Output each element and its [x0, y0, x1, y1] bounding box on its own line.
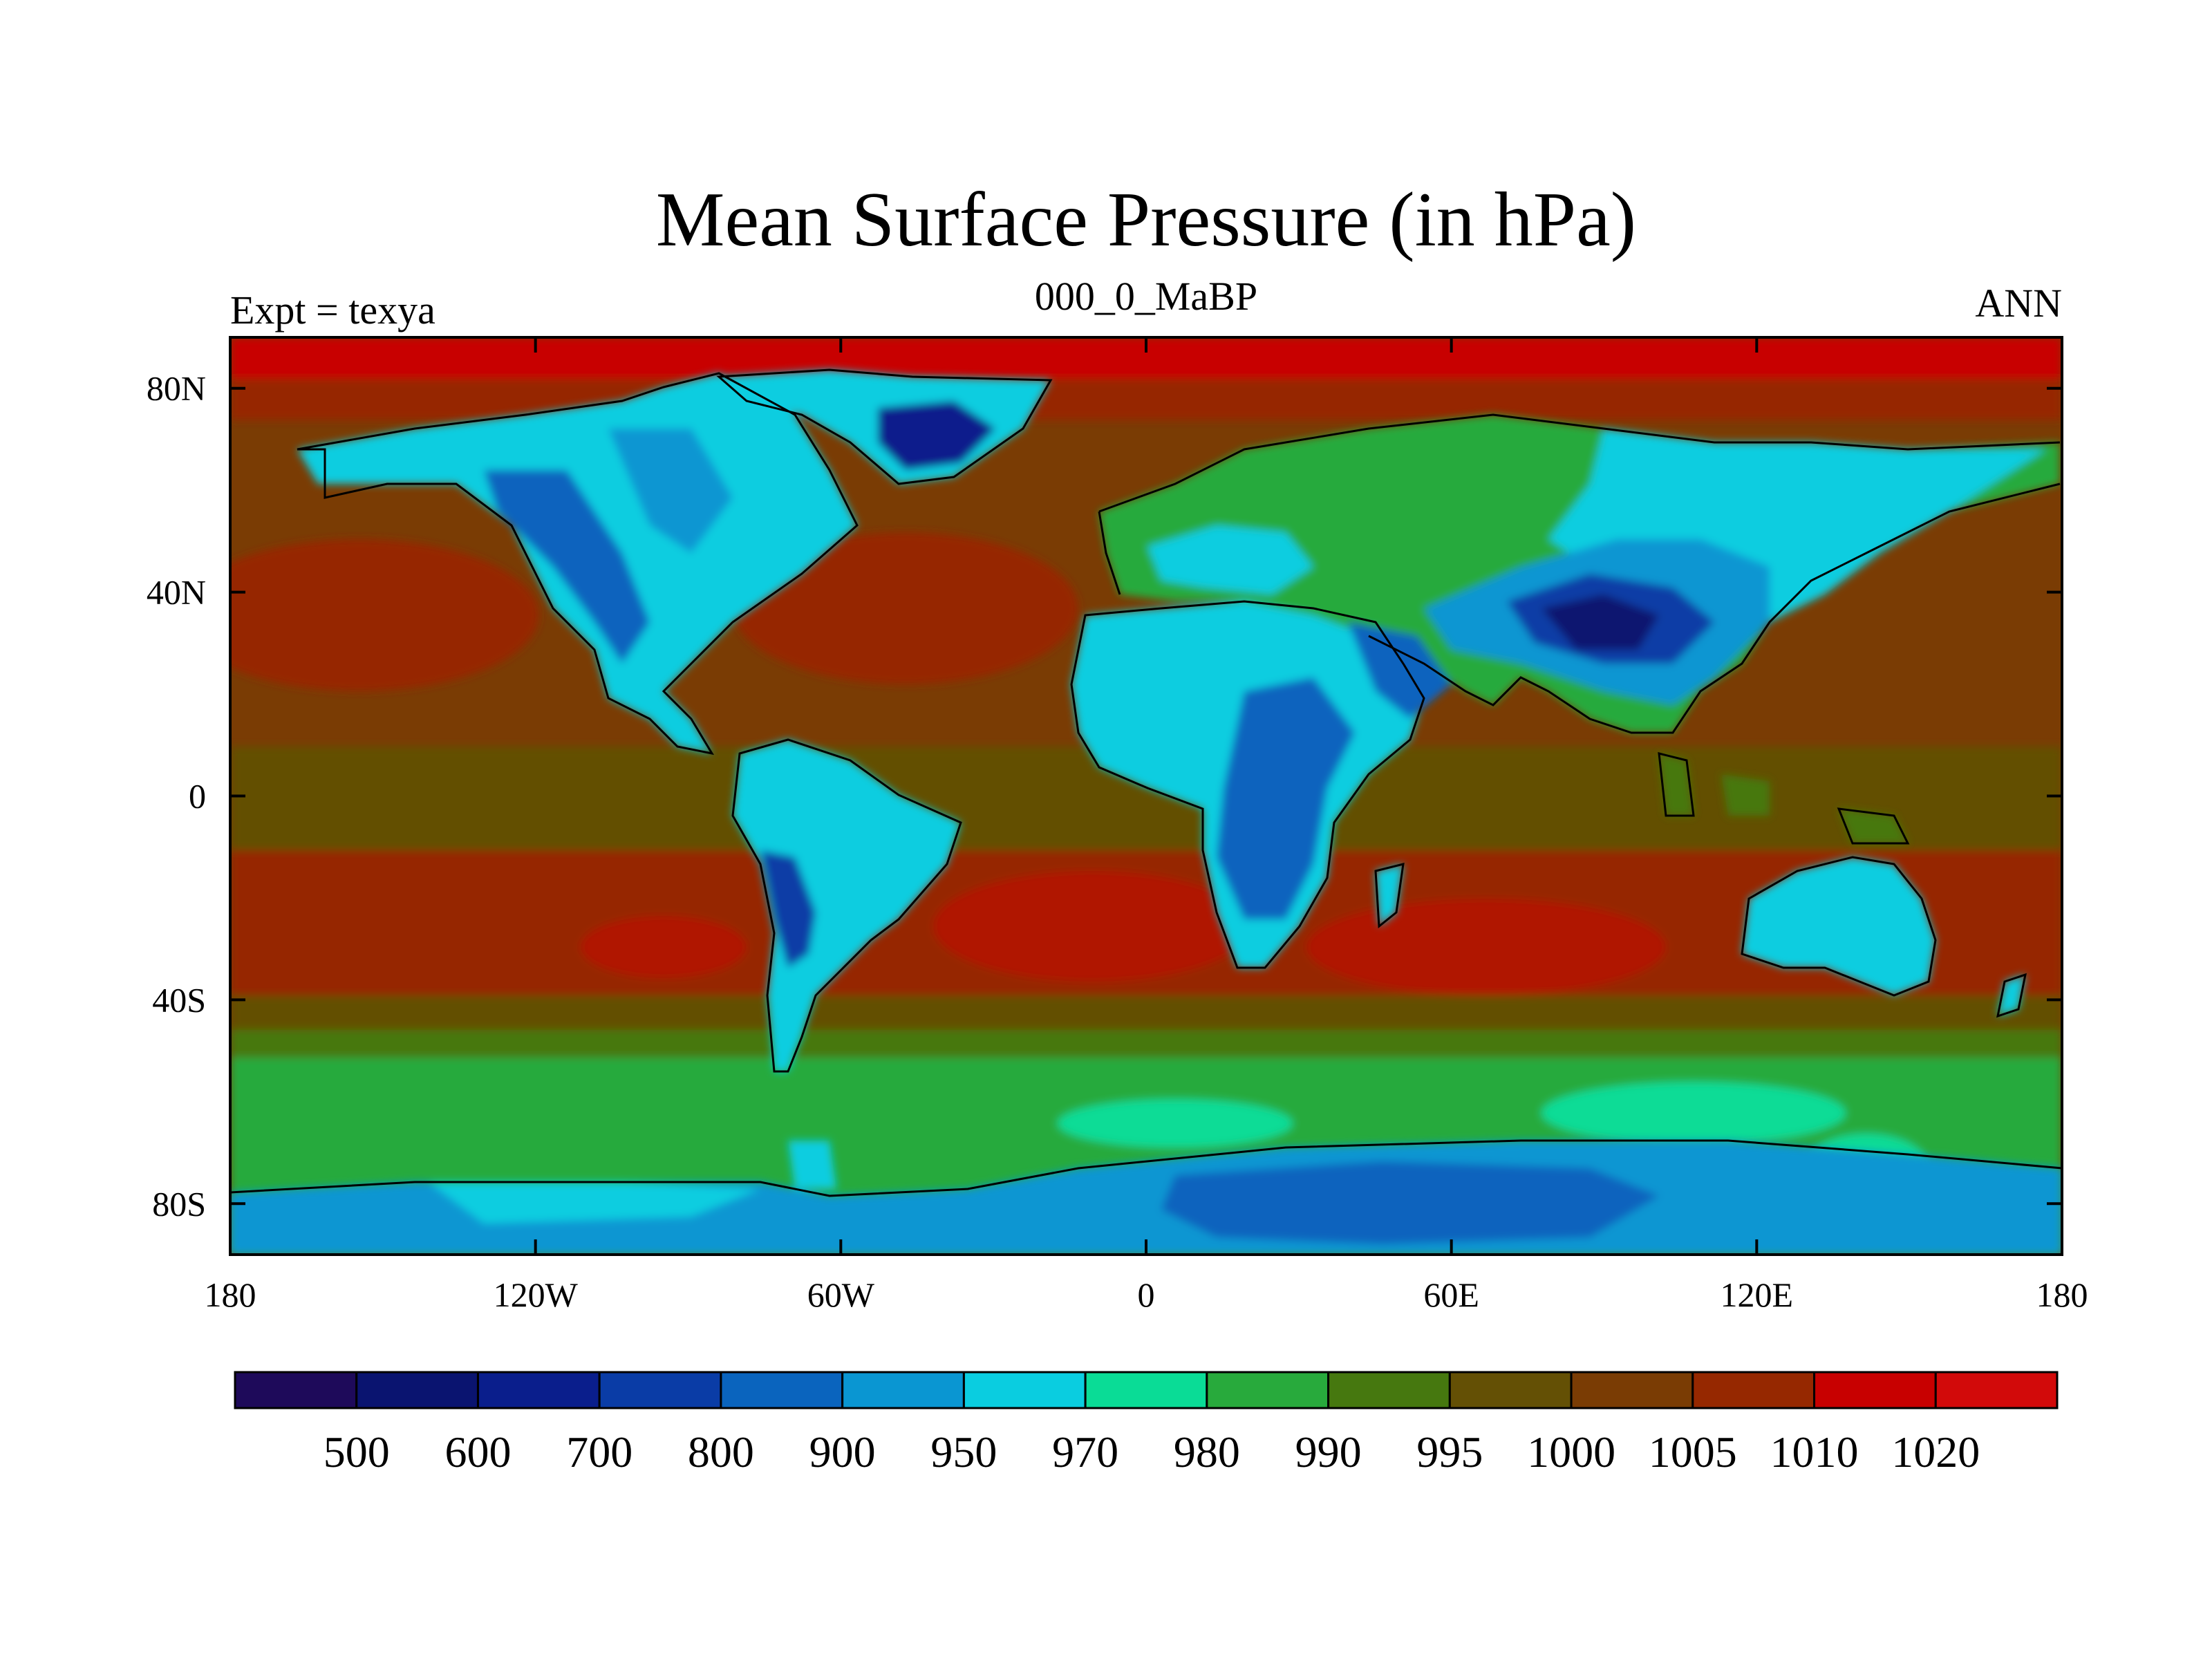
- lon-tick-label: 60E: [1423, 1275, 1479, 1314]
- colorbar-label: 800: [688, 1427, 754, 1477]
- colorbar-label: 1000: [1527, 1427, 1615, 1477]
- colorbar-label: 980: [1174, 1427, 1240, 1477]
- right-string: ANN: [1975, 281, 2062, 326]
- continents: [230, 370, 2062, 1255]
- coast-eurasia: [1098, 413, 2061, 734]
- colorbar-swatch: [1206, 1371, 1330, 1409]
- coast-islands: [1658, 752, 2027, 1018]
- colorbar-label: 700: [566, 1427, 632, 1477]
- colorbar-label: 990: [1295, 1427, 1362, 1477]
- south-atlantic-high: [933, 871, 1251, 982]
- colorbar-label: 900: [809, 1427, 876, 1477]
- colorbar-swatch: [1570, 1371, 1694, 1409]
- colorbar-swatch: [1813, 1371, 1937, 1409]
- pressure-field: [230, 337, 2062, 1255]
- colorbar-swatch: [355, 1371, 479, 1409]
- colorbar: 500 600 700 800 900 950 970 980 990 995 1000 1005 10…: [234, 1371, 2059, 1477]
- south-america: [733, 740, 961, 1071]
- andes: [760, 850, 816, 968]
- lon-tick-label: 180: [2036, 1275, 2088, 1314]
- latitude-axis: 80N 40N 0 40S 80S: [147, 369, 2062, 1223]
- lat-tick-label: 40N: [147, 573, 206, 612]
- lat-tick-label: 40S: [152, 980, 206, 1019]
- colorbar-swatch: [841, 1371, 965, 1409]
- maritime-continent: [1659, 753, 1908, 843]
- colorbar-swatch: [1934, 1371, 2059, 1409]
- lon-tick-label: 0: [1138, 1275, 1155, 1314]
- longitude-axis: 180 120W 60W 0 60E 120E 180: [205, 337, 2088, 1314]
- southern-ocean-low-atlantic: [1058, 1099, 1293, 1147]
- colorbar-label: 995: [1416, 1427, 1483, 1477]
- east-antarctic-plateau: [1161, 1161, 1659, 1244]
- colorbar-swatch: [1084, 1371, 1208, 1409]
- lon-tick-label: 180: [205, 1275, 256, 1314]
- australia: [1742, 857, 1936, 995]
- coast-north-america: [297, 372, 859, 756]
- colorbar-label: 1005: [1649, 1427, 1737, 1477]
- pacific-high-north: [230, 539, 539, 691]
- colorbar-label: 1020: [1891, 1427, 1980, 1477]
- colorbar-swatch: [234, 1371, 358, 1409]
- center-string: 000_0_MaBP: [1035, 274, 1257, 319]
- lon-tick-label: 120E: [1721, 1275, 1794, 1314]
- lon-tick-label: 60W: [807, 1275, 875, 1314]
- europe: [1147, 525, 1313, 594]
- coast-australia: [1741, 856, 1937, 997]
- left-string: Expt = texya: [230, 288, 435, 332]
- arabian-peninsula: [1348, 622, 1452, 719]
- lat-tick-label: 0: [189, 777, 206, 816]
- southern-ocean-low-indian: [1541, 1082, 1846, 1144]
- figure-title: Mean Surface Pressure (in hPa): [656, 177, 1636, 263]
- colorbar-label: 950: [930, 1427, 997, 1477]
- colorbar-label: 1010: [1770, 1427, 1859, 1477]
- antarctic-peninsula: [788, 1141, 836, 1189]
- lat-tick-label: 80N: [147, 369, 206, 408]
- tibetan-core: [1541, 594, 1659, 650]
- colorbar-swatch: [476, 1371, 601, 1409]
- west-antarctic-low: [429, 1182, 760, 1224]
- coast-greenland: [716, 368, 1053, 485]
- colorbar-swatch: [1327, 1371, 1451, 1409]
- colorbar-swatch: [598, 1371, 722, 1409]
- rocky-mountains: [484, 470, 650, 664]
- coast-africa: [1070, 600, 1425, 969]
- coast-madagascar: [1374, 863, 1405, 928]
- south-indian-high: [1306, 899, 1666, 995]
- coast-antarctica: [230, 1139, 2062, 1197]
- colorbar-swatch: [1448, 1371, 1573, 1409]
- coast-south-america: [731, 738, 962, 1073]
- canadian-shield: [608, 429, 733, 553]
- coastlines: [230, 368, 2062, 1197]
- south-pacific-high: [581, 916, 747, 978]
- greenland-ice-dome: [878, 401, 995, 470]
- colorbar-swatch: [962, 1371, 1087, 1409]
- lat-tick-label: 80S: [152, 1184, 206, 1223]
- atlantic-high-north: [733, 532, 1078, 684]
- colorbar-label: 970: [1052, 1427, 1118, 1477]
- lon-tick-label: 120W: [494, 1275, 579, 1314]
- colorbar-label: 500: [324, 1427, 390, 1477]
- colorbar-swatch: [720, 1371, 844, 1409]
- east-african-highlands: [1217, 677, 1355, 919]
- colorbar-label: 600: [444, 1427, 511, 1477]
- colorbar-swatch: [1691, 1371, 1816, 1409]
